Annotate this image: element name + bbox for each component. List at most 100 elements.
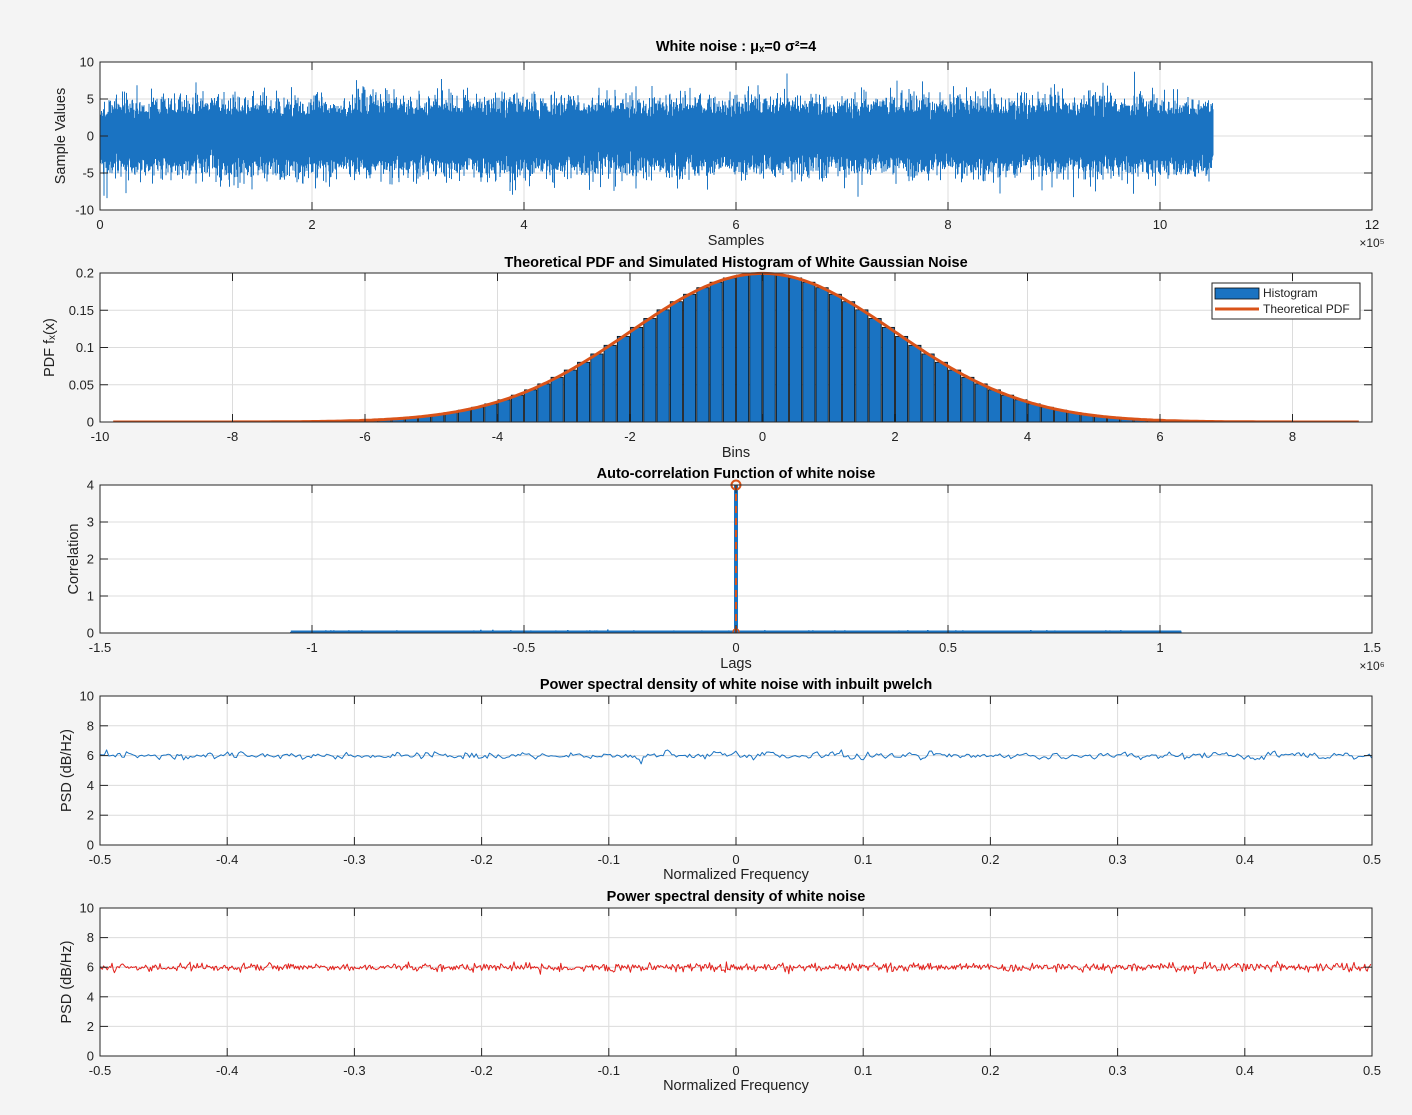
y-tick-label: 1 — [87, 589, 94, 604]
histogram-bar — [908, 344, 922, 422]
y-tick-label: 2 — [87, 552, 94, 567]
x-tick-label: -10 — [91, 429, 110, 444]
y-tick-label: 5 — [87, 92, 94, 107]
plot-content — [100, 71, 1214, 199]
y-tick-label: 0.1 — [76, 340, 94, 355]
histogram-bar — [802, 281, 816, 422]
x-tick-label: 2 — [891, 429, 898, 444]
histogram-bar — [616, 335, 630, 422]
histogram-bar — [895, 335, 909, 422]
y-axis-label: Correlation — [66, 524, 82, 595]
histogram-bar — [722, 277, 736, 422]
histogram-bar — [868, 318, 882, 422]
x-axis-exponent: ×10⁵ — [1359, 236, 1384, 250]
x-axis-label: Samples — [708, 233, 764, 249]
histogram-bar — [630, 326, 644, 422]
chart-title: Power spectral density of white noise wi… — [540, 677, 932, 693]
x-tick-label: 12 — [1365, 217, 1379, 232]
histogram-bar — [709, 281, 723, 422]
plot-content — [100, 749, 1372, 765]
y-axis-label: PSD (dB/Hz) — [59, 941, 75, 1024]
chart-title: White noise : μₓ=0 σ²=4 — [656, 39, 816, 55]
x-tick-label: 6 — [1156, 429, 1163, 444]
x-tick-label: 0.2 — [981, 1063, 999, 1078]
x-tick-label: -0.3 — [343, 852, 365, 867]
y-tick-label: 0 — [87, 1049, 94, 1064]
y-axis-label: Sample Values — [53, 88, 69, 184]
chart-signal: 0 2 4 6 8 10 12 -10 -5 0 5 10 White noise : μₓ=0 σ²=… — [53, 39, 1385, 250]
x-tick-label: -6 — [359, 429, 371, 444]
x-tick-label: -0.2 — [470, 1063, 492, 1078]
histogram-bar — [934, 361, 948, 422]
y-tick-label: 8 — [87, 930, 94, 945]
y-tick-label: 10 — [80, 689, 94, 704]
histogram-bar — [789, 277, 803, 422]
x-tick-label: -0.2 — [470, 852, 492, 867]
histogram-bar — [775, 274, 789, 422]
histogram-bar — [590, 353, 604, 422]
x-axis-label: Bins — [722, 445, 750, 461]
y-tick-label: 10 — [80, 55, 94, 70]
x-axis-label: Normalized Frequency — [663, 1078, 810, 1094]
histogram-bar — [497, 399, 511, 422]
plot-content — [113, 271, 1359, 422]
legend-swatch-histogram — [1214, 287, 1260, 300]
histogram-bar — [762, 273, 776, 422]
chart-acf: -1.5 -1 -0.5 0 0.5 1 1.5 0 1 2 3 4 Auto-correlation … — [66, 466, 1385, 673]
x-tick-label: -0.5 — [89, 1063, 111, 1078]
x-tick-label: -0.5 — [89, 852, 111, 867]
x-tick-label: 8 — [1289, 429, 1296, 444]
x-tick-label: 4 — [1024, 429, 1031, 444]
chart-psd: -0.5 -0.4 -0.3 -0.2 -0.1 0 0.1 0.2 0.3 0.4 0.5 0 2 4 6… — [59, 889, 1381, 1094]
x-tick-label: -0.4 — [216, 852, 238, 867]
histogram-bar — [828, 293, 842, 422]
y-tick-label: 4 — [87, 778, 94, 793]
x-tick-label: 0.5 — [1363, 1063, 1381, 1078]
x-tick-label: 0 — [732, 852, 739, 867]
histogram-bar — [563, 369, 577, 422]
x-tick-label: 0 — [759, 429, 766, 444]
y-tick-label: 10 — [80, 901, 94, 916]
x-tick-label: -0.5 — [513, 640, 535, 655]
x-tick-label: -1 — [306, 640, 318, 655]
x-tick-label: 0.3 — [1109, 1063, 1127, 1078]
x-tick-label: 10 — [1153, 217, 1167, 232]
x-tick-label: 0.3 — [1109, 852, 1127, 867]
histogram-bar — [603, 344, 617, 422]
y-tick-label: 2 — [87, 1019, 94, 1034]
y-tick-label: 0 — [87, 838, 94, 853]
x-tick-label: 0.5 — [939, 640, 957, 655]
y-tick-label: 0 — [87, 129, 94, 144]
histogram-bar — [550, 376, 564, 422]
histogram-bar — [1001, 394, 1015, 422]
y-tick-label: -10 — [75, 203, 94, 218]
legend: Histogram Theoretical PDF — [1211, 282, 1361, 320]
x-tick-label: -2 — [624, 429, 636, 444]
y-tick-label: 8 — [87, 718, 94, 733]
histogram-bar — [696, 287, 710, 422]
y-tick-label: 2 — [87, 808, 94, 823]
histogram-bar — [577, 361, 591, 422]
histogram-bar — [484, 403, 498, 422]
y-tick-label: 0.05 — [69, 377, 94, 392]
theoretical-pdf-curve — [113, 271, 1359, 422]
chart-title: Power spectral density of white noise — [607, 889, 866, 905]
histogram-bar — [987, 389, 1001, 422]
x-tick-label: 0.4 — [1236, 1063, 1254, 1078]
histogram-bar — [855, 309, 869, 422]
chart-title: Theoretical PDF and Simulated Histogram … — [504, 255, 967, 271]
y-tick-label: 0 — [87, 626, 94, 641]
x-tick-label: -4 — [492, 429, 504, 444]
x-tick-label: -0.3 — [343, 1063, 365, 1078]
legend-label: Theoretical PDF — [1263, 302, 1350, 316]
x-tick-label: 0.2 — [981, 852, 999, 867]
y-tick-label: 0.15 — [69, 303, 94, 318]
y-tick-label: -5 — [82, 166, 94, 181]
y-tick-label: 4 — [87, 478, 94, 493]
x-tick-label: -8 — [227, 429, 239, 444]
histogram-bar — [524, 389, 538, 422]
histogram-bar — [643, 318, 657, 422]
x-tick-label: -0.4 — [216, 1063, 238, 1078]
noise-signal-line — [100, 71, 1214, 199]
